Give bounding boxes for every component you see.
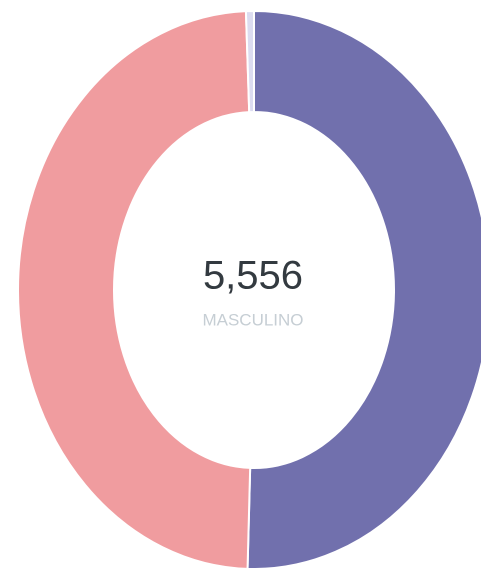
center-value: 5,556 <box>203 254 303 298</box>
donut-segment <box>246 9 481 568</box>
center-label: MASCULINO <box>202 310 303 329</box>
segments <box>17 9 481 568</box>
donut-segment <box>17 10 252 568</box>
donut-segment <box>244 9 255 114</box>
